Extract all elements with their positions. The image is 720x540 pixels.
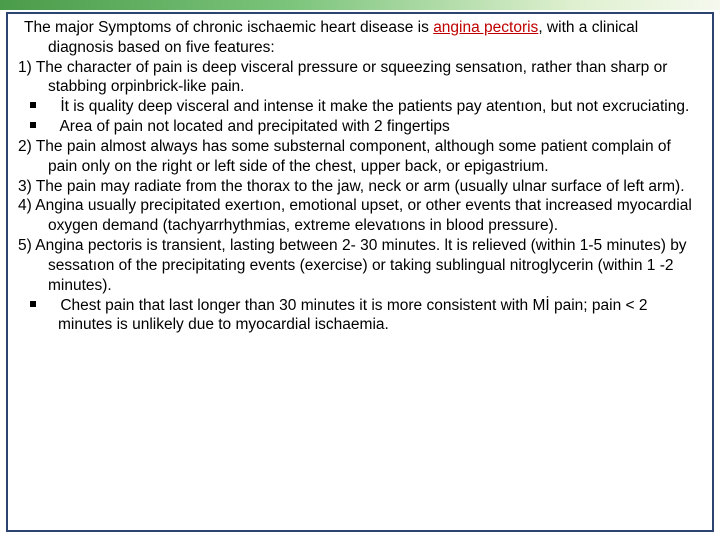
- item-text: The pain may radiate from the thorax to …: [36, 178, 685, 195]
- item-text: Chest pain that last longer than 30 minu…: [58, 297, 647, 334]
- item-bullet-2: Area of pain not located and precipitate…: [18, 117, 702, 137]
- lead-prefix: The major Symptoms of chronic ischaemic …: [24, 19, 433, 36]
- item-marker: 1): [18, 59, 32, 76]
- item-text: Area of pain not located and precipitate…: [59, 118, 449, 135]
- item-text: The pain almost always has some substern…: [36, 138, 671, 175]
- content-box: The major Symptoms of chronic ischaemic …: [6, 12, 714, 532]
- item-text: Angina pectoris is transient, lasting be…: [35, 237, 686, 294]
- lead-paragraph: The major Symptoms of chronic ischaemic …: [18, 18, 702, 58]
- top-gradient-bar: [0, 0, 720, 10]
- item-3: 3) The pain may radiate from the thorax …: [18, 177, 702, 197]
- item-marker: 3): [18, 178, 32, 195]
- item-bullet-1: İt is quality deep visceral and intense …: [18, 97, 702, 117]
- item-marker: 4): [18, 197, 32, 214]
- item-2: 2) The pain almost always has some subst…: [18, 137, 702, 177]
- item-marker: 2): [18, 138, 32, 155]
- item-1: 1) The character of pain is deep viscera…: [18, 58, 702, 98]
- item-text: The character of pain is deep visceral p…: [36, 59, 668, 96]
- item-4: 4) Angina usually precipitated exertıon,…: [18, 196, 702, 236]
- item-bullet-3: Chest pain that last longer than 30 minu…: [18, 296, 702, 336]
- item-text: İt is quality deep visceral and intense …: [60, 98, 689, 115]
- item-text: Angina usually precipitated exertıon, em…: [35, 197, 692, 234]
- lead-emphasis: angina pectoris: [433, 19, 538, 36]
- item-5: 5) Angina pectoris is transient, lasting…: [18, 236, 702, 295]
- item-marker: 5): [18, 237, 32, 254]
